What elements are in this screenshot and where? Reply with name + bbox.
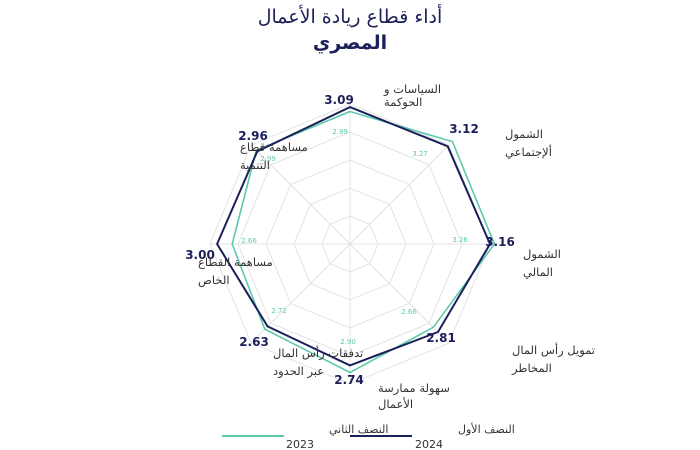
- radar-grid: [209, 103, 491, 385]
- chart-subtitle: المصري: [312, 32, 388, 54]
- legend-period: 2024: [415, 438, 443, 450]
- legend-item: النصف الأول 2024: [350, 422, 515, 450]
- axis-label: مساهمة القطاع الخاص: [198, 255, 273, 288]
- series-line-2023: [231, 110, 496, 374]
- data-label-2024: 3.16: [485, 235, 515, 249]
- data-label-2024: 2.63: [239, 335, 269, 349]
- data-label-2023: 3.26: [452, 236, 468, 244]
- chart-title: أداء قطاع ريادة الأعمال: [257, 6, 443, 28]
- grid-spoke: [349, 144, 450, 245]
- legend-label: النصف الأول: [458, 422, 515, 436]
- axis-label: الشمول المالي: [523, 247, 561, 279]
- grid-spoke: [349, 243, 450, 344]
- axis-label: الشمول ألإجتماعي: [505, 127, 552, 159]
- data-label-2024: 3.00: [185, 248, 215, 262]
- axis-label: تدفقات رأس المال عبر الحدود: [273, 345, 363, 379]
- axis-label: سهولة ممارسة الأعمال: [378, 381, 450, 411]
- data-label-2023: 2.99: [332, 128, 348, 136]
- axis-label: تمويل رأس المال المخاطر: [511, 342, 595, 376]
- data-label-2023: 2.72: [271, 307, 287, 315]
- series-line-2024: [215, 106, 492, 367]
- data-label-2024: 2.81: [426, 331, 456, 345]
- radar-series: [215, 106, 496, 374]
- data-label-2023: 2.66: [241, 237, 257, 245]
- data-label-2023: 2.90: [340, 338, 356, 346]
- data-label-2023: 3.27: [412, 150, 428, 158]
- data-label-2024: 2.74: [334, 373, 364, 387]
- data-label-2023: 2.99: [260, 155, 276, 163]
- grid-spoke: [250, 144, 351, 245]
- data-label-2024: 3.09: [324, 93, 354, 107]
- axis-label: مساهمة قطاع التنمية: [240, 140, 308, 172]
- chart-legend: النصف الأول 2024 النصف الثاني 2023: [222, 422, 515, 450]
- legend-item: النصف الثاني 2023: [222, 423, 388, 450]
- data-label-2024: 3.12: [449, 122, 479, 136]
- radar-labels: السياسات و الحوكمة الشمول ألإجتماعي الشمول ال…: [185, 82, 595, 411]
- data-label-2023: 2.66: [401, 308, 417, 316]
- axis-label: السياسات و الحوكمة: [383, 82, 441, 110]
- legend-period: 2023: [286, 438, 314, 450]
- data-label-2024: 2.96: [238, 129, 268, 143]
- legend-label: النصف الثاني: [329, 423, 388, 436]
